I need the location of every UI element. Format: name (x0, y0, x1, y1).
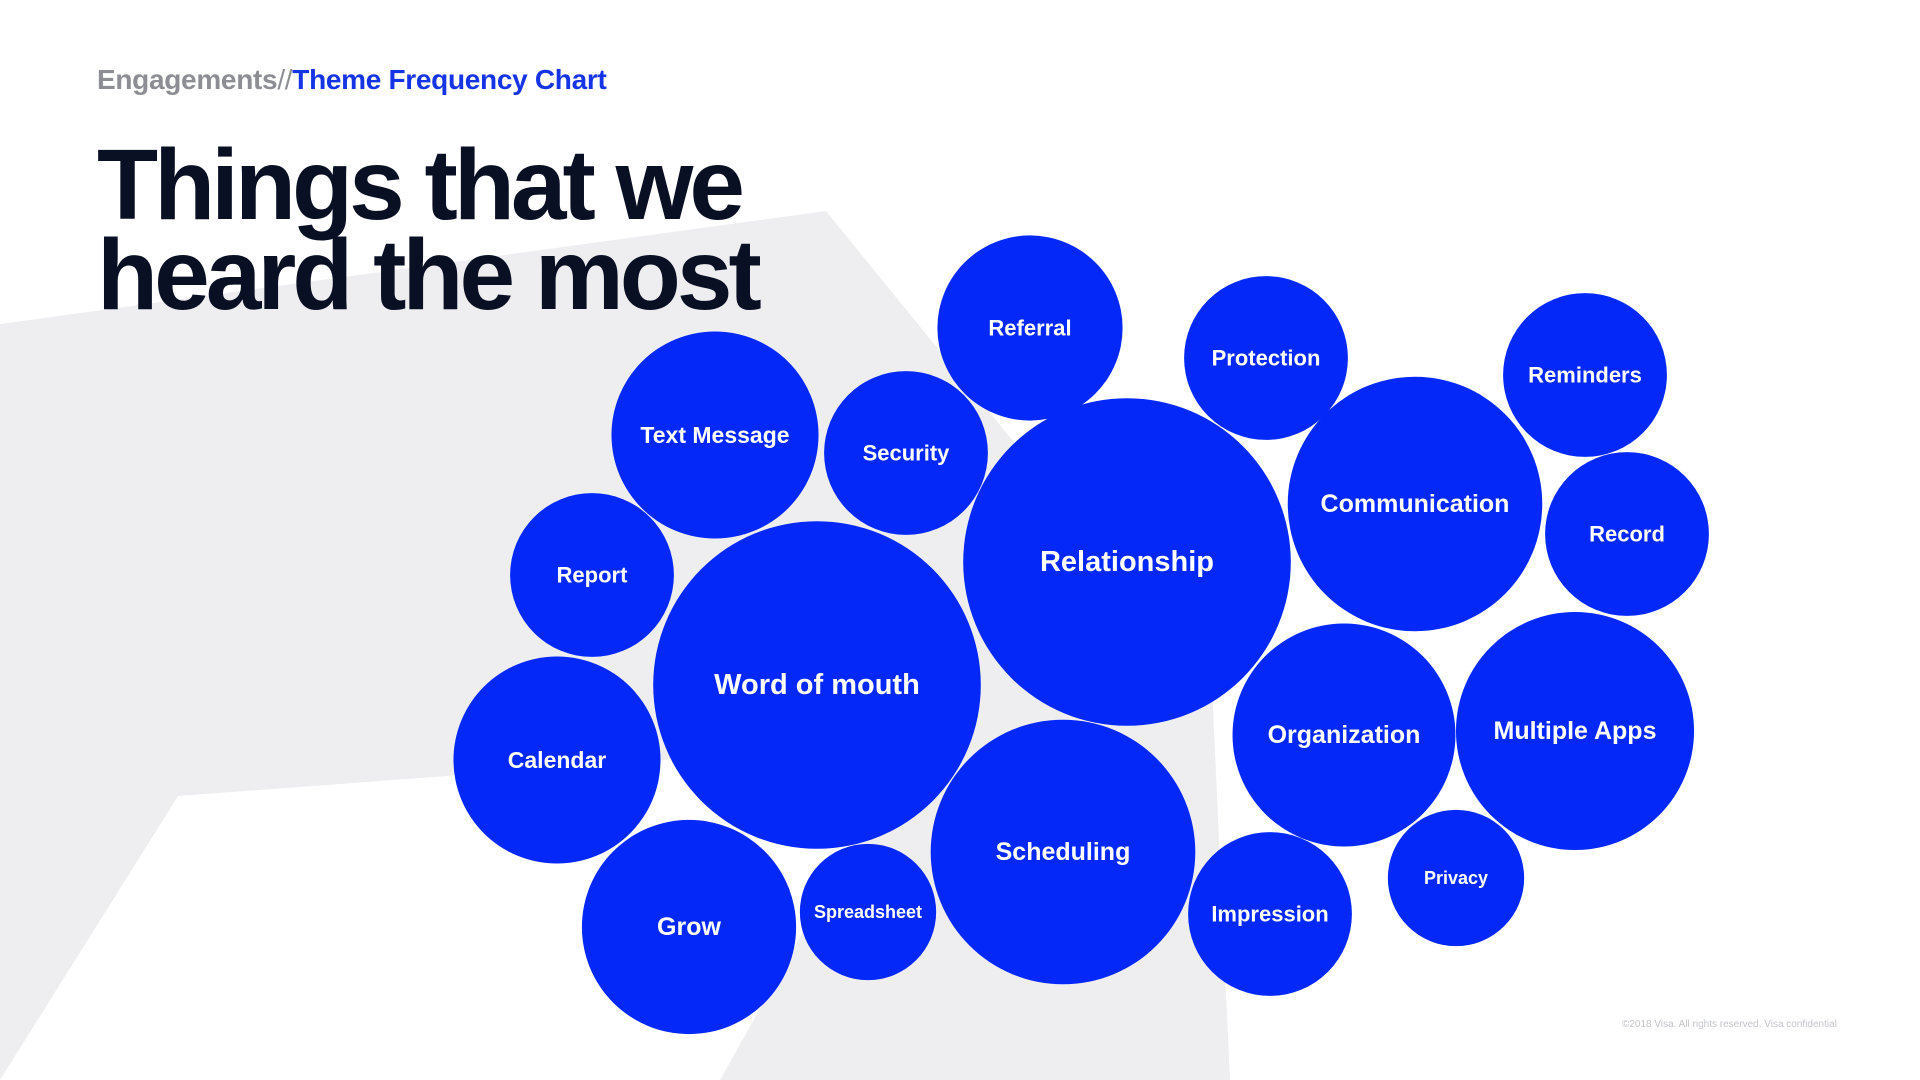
bubble-label-organization: Organization (1268, 721, 1421, 749)
bubble-label-security: Security (863, 441, 951, 466)
footnote: ©2018 Visa. All rights reserved. Visa co… (1622, 1019, 1837, 1030)
bubble-label-communication: Communication (1321, 490, 1510, 518)
bubble-spreadsheet (799, 843, 937, 981)
bubble-label-spreadsheet: Spreadsheet (814, 902, 922, 922)
bubble-label-impression: Impression (1211, 902, 1328, 927)
bubble-label-text-message: Text Message (640, 422, 789, 448)
bubble-communication (1287, 376, 1543, 632)
bubble-label-record: Record (1589, 522, 1665, 547)
bubble-record (1545, 452, 1709, 616)
bubble-label-privacy: Privacy (1424, 868, 1488, 888)
breadcrumb-parent[interactable]: Engagements (97, 64, 278, 95)
bubble-privacy (1387, 809, 1525, 947)
bubble-reminders (1503, 293, 1667, 457)
bubble-grow (581, 819, 797, 1035)
bubble-multiple-apps (1455, 611, 1695, 851)
bubble-organization (1232, 623, 1456, 847)
bubble-word-of-mouth (653, 521, 981, 849)
bubble-referral (937, 235, 1123, 421)
bubble-label-multiple-apps: Multiple Apps (1494, 717, 1657, 745)
bubble-label-word-of-mouth: Word of mouth (714, 669, 920, 701)
page-title: Things that we heard the most (97, 129, 762, 331)
bubble-scheduling (930, 719, 1196, 985)
bubble-report (510, 493, 674, 657)
bubble-label-referral: Referral (988, 316, 1071, 341)
breadcrumb-separator: // (277, 64, 293, 95)
bubble-label-report: Report (557, 563, 629, 588)
bubble-impression (1188, 832, 1352, 996)
bubble-label-relationship: Relationship (1040, 546, 1214, 578)
bubble-label-grow: Grow (657, 913, 721, 941)
bubble-security (824, 371, 988, 535)
bubble-label-scheduling: Scheduling (996, 838, 1131, 866)
bubble-text-message (611, 331, 819, 539)
bubble-label-reminders: Reminders (1528, 363, 1642, 388)
bubble-protection (1184, 276, 1348, 440)
page-title-line-1: Things that we (97, 129, 745, 241)
bubble-calendar (453, 656, 661, 864)
bubble-label-calendar: Calendar (508, 747, 606, 773)
breadcrumb-current: Theme Frequency Chart (292, 64, 607, 95)
bubble-relationship (963, 398, 1291, 726)
page-title-line-2: heard the most (97, 219, 762, 331)
bubble-label-protection: Protection (1212, 346, 1321, 371)
breadcrumb: Engagements//Theme Frequency Chart (97, 64, 607, 96)
